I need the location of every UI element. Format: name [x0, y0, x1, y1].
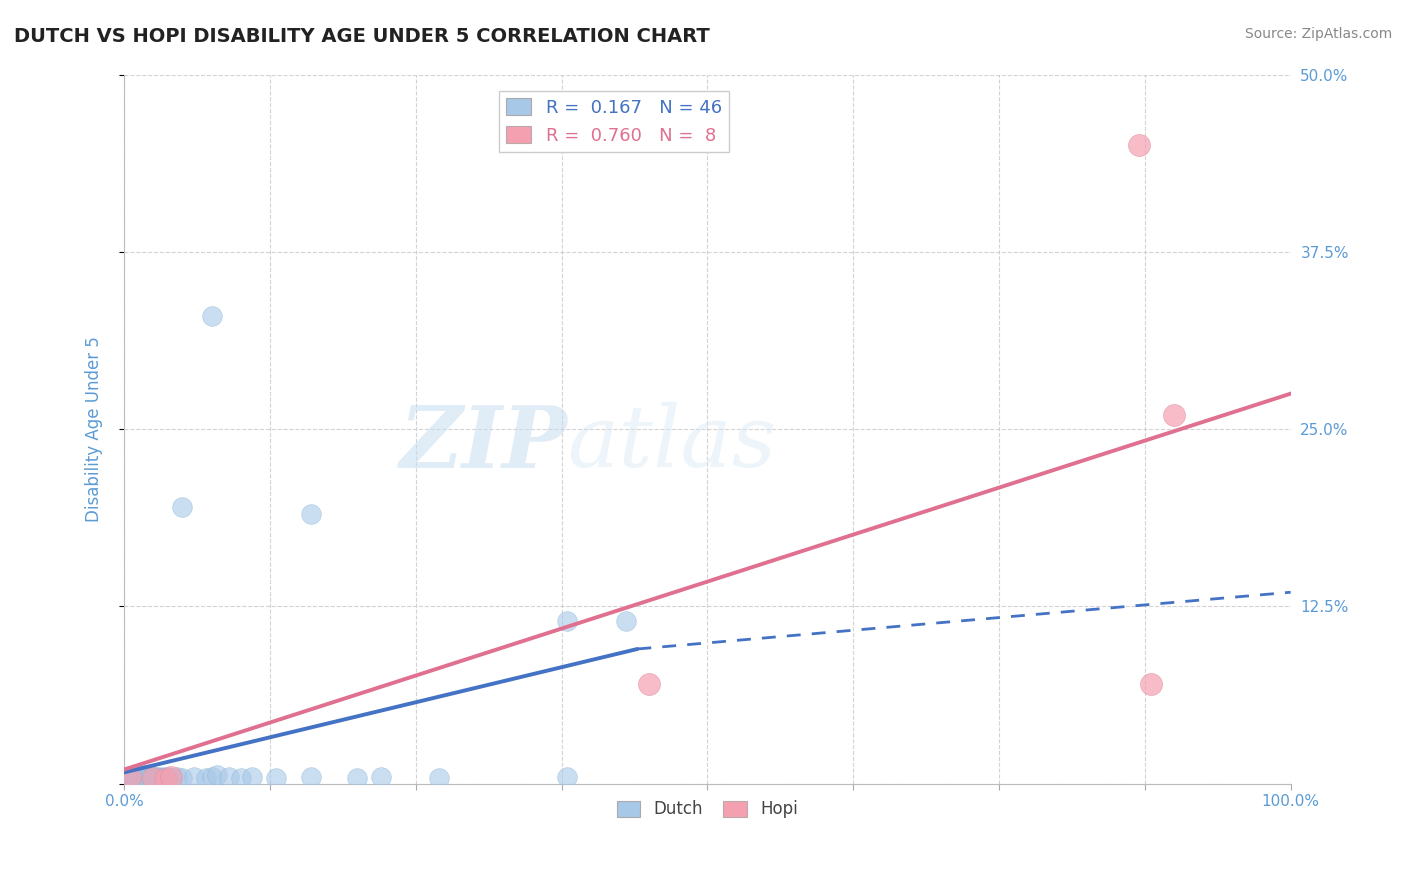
Point: [1163, 408, 1185, 422]
Point: [131, 771, 153, 785]
Point: [166, 770, 188, 784]
Point: [155, 771, 177, 785]
Point: [141, 771, 163, 785]
Point: [557, 770, 579, 784]
Point: [128, 768, 150, 782]
Point: [132, 770, 155, 784]
Point: [427, 771, 450, 785]
Point: [346, 771, 368, 785]
Point: [229, 771, 252, 785]
Point: [118, 770, 141, 784]
Point: [183, 770, 205, 784]
Point: [139, 770, 162, 784]
Point: [370, 770, 392, 784]
Point: [614, 614, 637, 628]
Point: [134, 771, 156, 785]
Point: [135, 770, 157, 784]
Point: [201, 309, 224, 323]
Point: [218, 770, 240, 784]
Point: [264, 771, 287, 785]
Legend: Dutch, Hopi: Dutch, Hopi: [610, 794, 804, 825]
Point: [148, 770, 170, 784]
Point: [127, 771, 149, 785]
Point: [157, 770, 180, 784]
Point: [299, 770, 322, 784]
Point: [115, 772, 138, 787]
Point: [638, 677, 661, 691]
Point: [122, 770, 145, 784]
Point: [121, 771, 143, 785]
Text: Source: ZipAtlas.com: Source: ZipAtlas.com: [1244, 27, 1392, 41]
Point: [172, 500, 194, 515]
Point: [153, 772, 176, 787]
Y-axis label: Disability Age Under 5: Disability Age Under 5: [86, 336, 103, 522]
Point: [159, 771, 181, 785]
Point: [145, 770, 167, 784]
Text: ZIP: ZIP: [399, 401, 568, 485]
Point: [150, 771, 173, 785]
Point: [172, 771, 194, 785]
Text: atlas: atlas: [568, 402, 776, 484]
Point: [125, 771, 148, 785]
Point: [124, 772, 146, 787]
Point: [139, 771, 162, 785]
Point: [120, 770, 142, 784]
Point: [242, 770, 264, 784]
Point: [1139, 677, 1161, 691]
Point: [118, 771, 141, 785]
Point: [142, 770, 165, 784]
Point: [125, 770, 148, 784]
Point: [129, 770, 152, 784]
Point: [201, 770, 224, 784]
Point: [142, 771, 165, 785]
Point: [557, 614, 579, 628]
Point: [132, 768, 155, 782]
Point: [299, 507, 322, 521]
Point: [118, 772, 141, 787]
Point: [207, 768, 229, 782]
Text: DUTCH VS HOPI DISABILITY AGE UNDER 5 CORRELATION CHART: DUTCH VS HOPI DISABILITY AGE UNDER 5 COR…: [14, 27, 710, 45]
Point: [159, 770, 181, 784]
Point: [136, 771, 159, 785]
Point: [138, 770, 160, 784]
Point: [194, 771, 217, 785]
Point: [146, 771, 169, 785]
Point: [152, 770, 174, 784]
Point: [1128, 138, 1150, 153]
